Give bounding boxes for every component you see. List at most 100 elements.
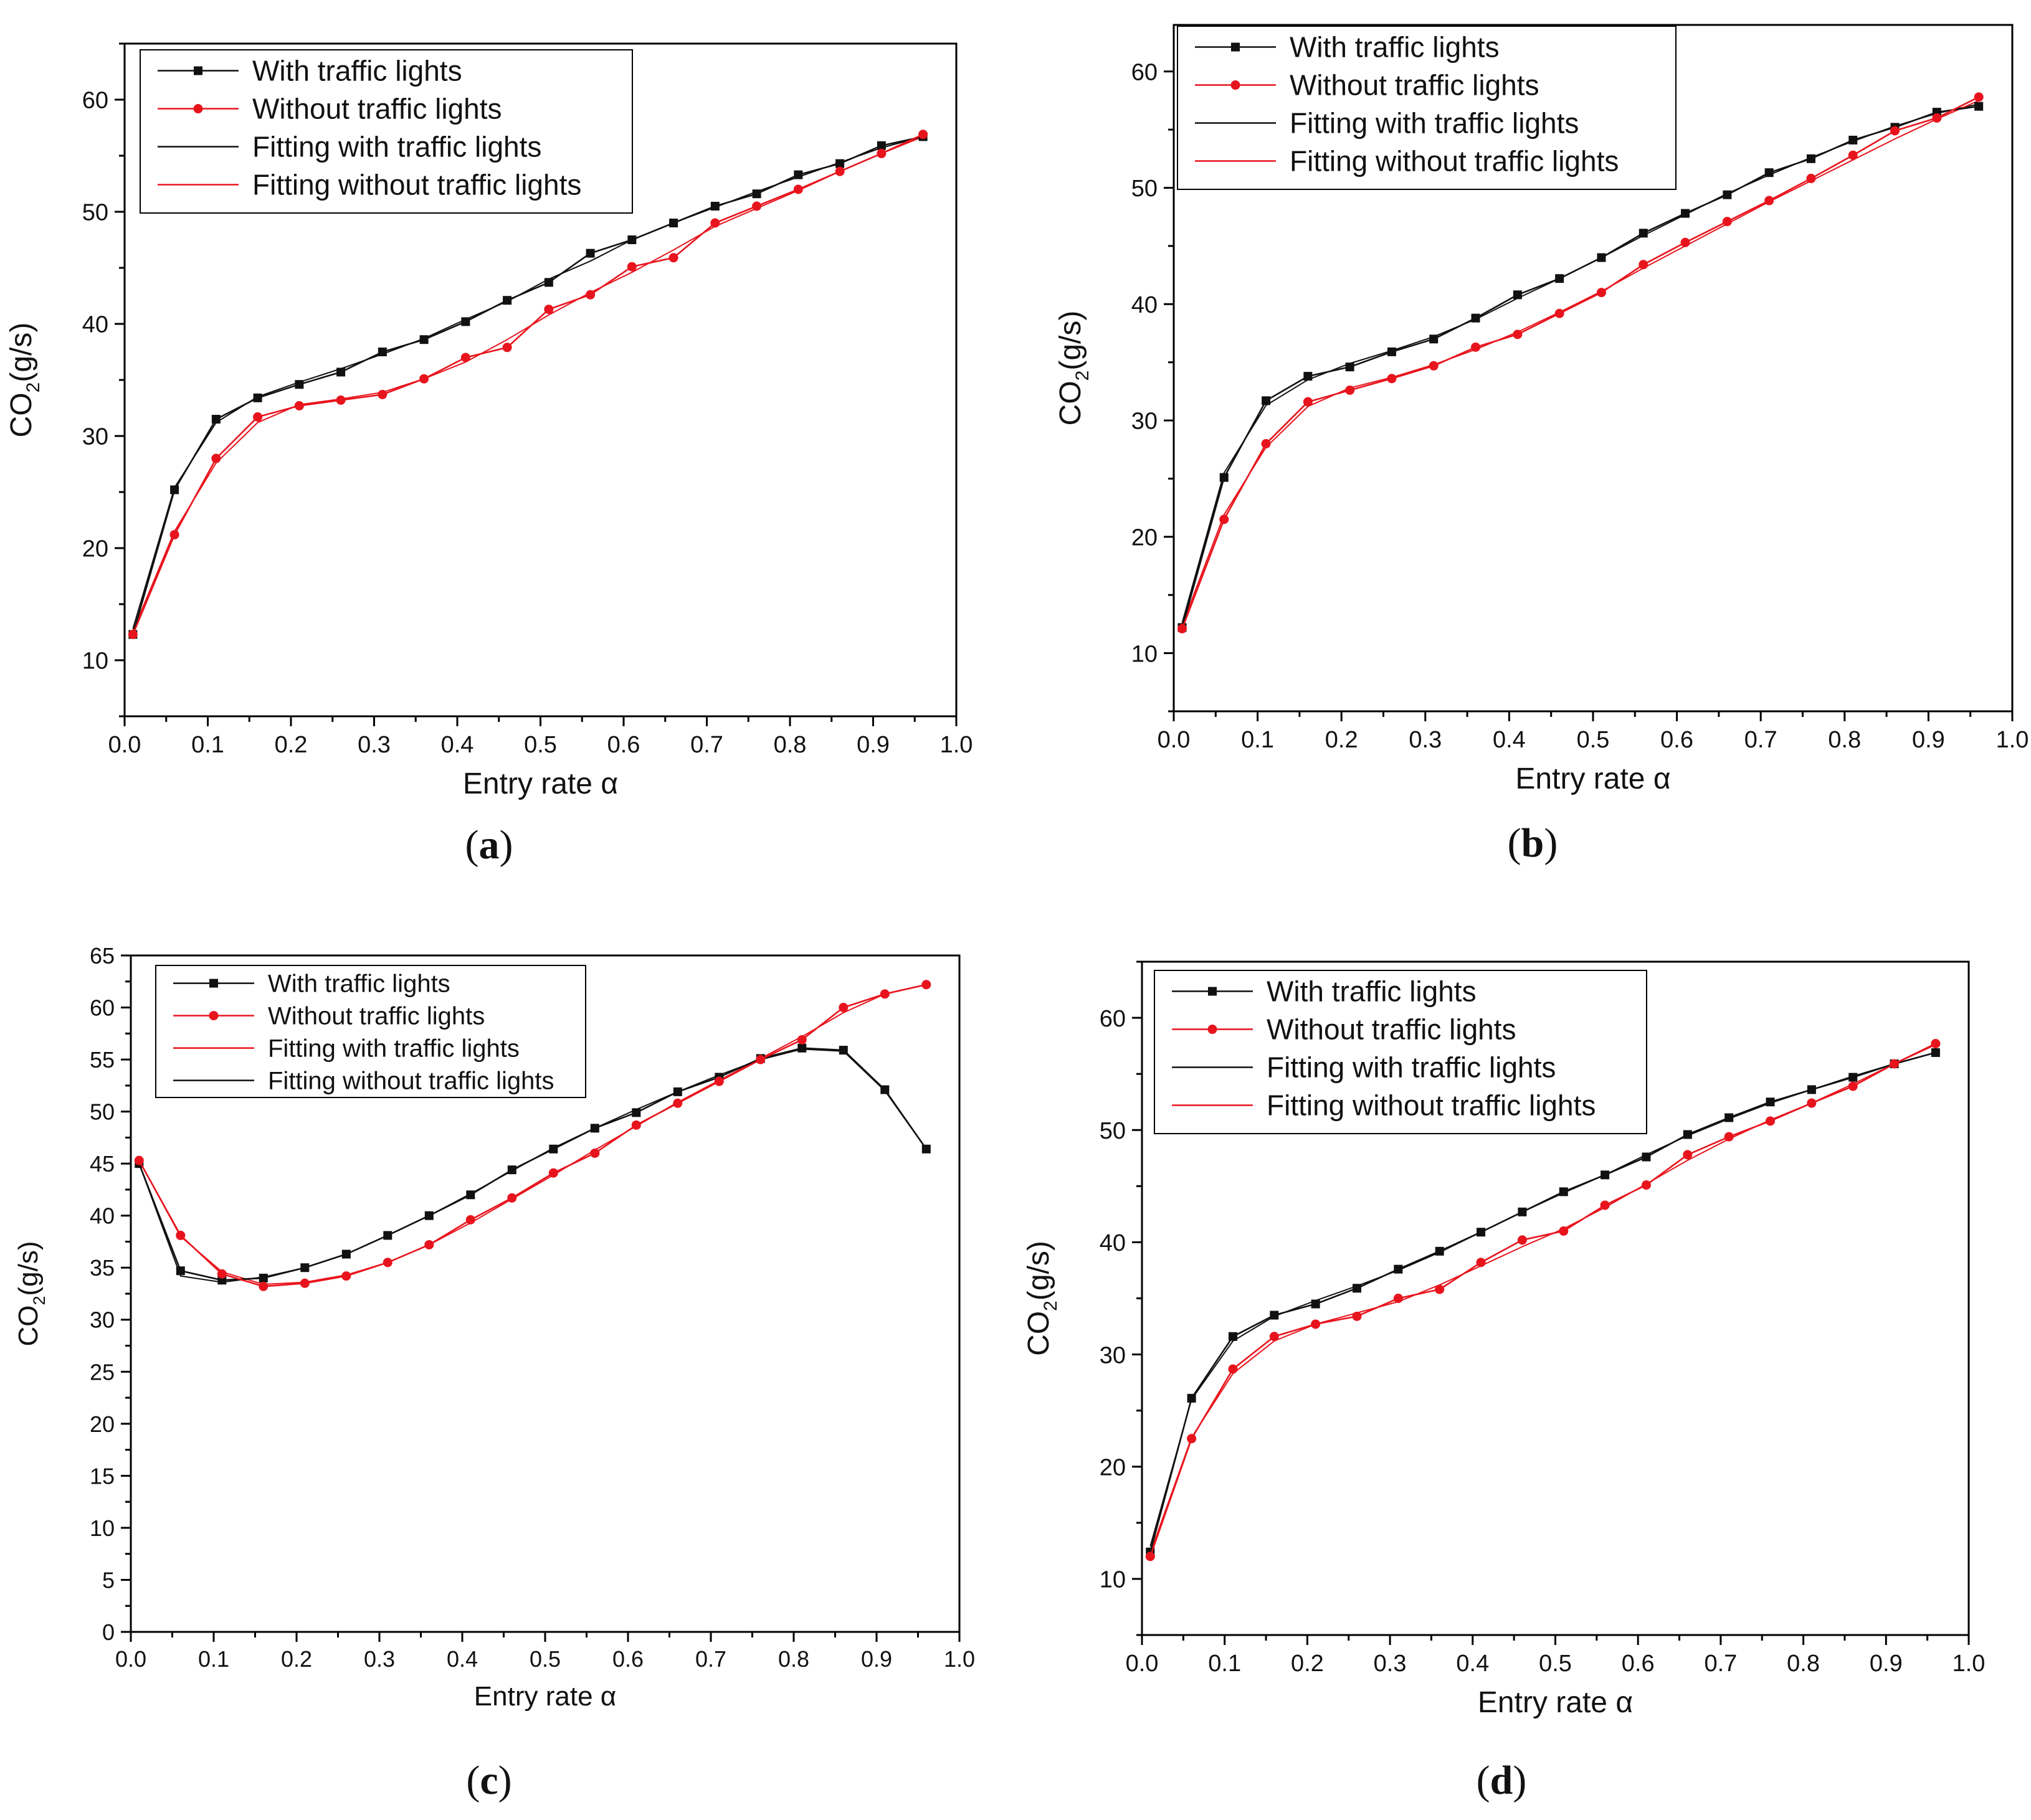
data-point-square	[1597, 253, 1606, 262]
panel-caption: (b)	[1508, 820, 1558, 866]
data-point-square	[419, 335, 429, 344]
data-point-circle	[544, 305, 554, 315]
data-point-circle	[1974, 92, 1984, 102]
data-point-circle	[1387, 374, 1397, 384]
data-point-square	[1228, 1332, 1237, 1341]
data-point-circle	[211, 453, 221, 463]
series-line	[138, 1047, 927, 1281]
data-point-square	[378, 348, 387, 356]
data-point-square	[176, 1266, 185, 1276]
data-point-circle	[300, 1278, 310, 1288]
data-point-circle	[259, 1281, 269, 1291]
data-point-circle	[1639, 260, 1648, 270]
y-axis-label-main: CO	[5, 392, 38, 437]
data-point-circle	[1600, 1200, 1610, 1210]
data-point-circle	[1890, 1059, 1900, 1069]
data-point-square	[211, 415, 221, 424]
chart-panel-d: 0.0 0.1 0.2 0.3 0.4 0.5 0.6 0.7 0.8 0.9 1.0 10 20 30 4…	[1022, 960, 1985, 1803]
y-tick-label: 30	[82, 424, 108, 450]
fit-line	[132, 136, 923, 632]
data-point-square	[1394, 1264, 1403, 1274]
legend-label: Without traffic lights	[252, 93, 502, 125]
x-tick-label: 0.3	[1374, 1651, 1407, 1677]
y-axis-label-main: CO	[13, 1306, 44, 1347]
panel-caption: (d)	[1477, 1758, 1527, 1803]
legend-label: Fitting without traffic lights	[252, 169, 581, 201]
x-tick-label: 0.9	[1912, 727, 1945, 753]
legend-box	[155, 965, 586, 1098]
data-point-square	[259, 1273, 268, 1282]
y-tick-label: 15	[90, 1463, 115, 1489]
data-point-circle	[1219, 514, 1229, 524]
data-point-circle	[1435, 1284, 1445, 1294]
y-tick-label: 50	[1100, 1118, 1126, 1144]
series-line	[1149, 1051, 1936, 1553]
x-tick-label: 0.8	[1787, 1651, 1820, 1677]
x-tick-label: 0.8	[778, 1646, 809, 1672]
data-point-square	[921, 1144, 931, 1154]
x-tick-label: 0.0	[115, 1646, 146, 1672]
y-axis-label-sub: 2	[23, 382, 44, 393]
y-axis-label-sub: 2	[1072, 371, 1093, 381]
data-point-square	[1639, 229, 1648, 238]
data-point-square	[1559, 1187, 1568, 1197]
x-tick-label: 0.8	[1828, 727, 1861, 753]
series-line	[1149, 1043, 1936, 1557]
y-tick-label: 50	[1131, 176, 1158, 202]
x-axis-label: Entry rate α	[1478, 1686, 1633, 1719]
data-point-circle	[169, 529, 179, 539]
panel-caption-close: )	[500, 822, 513, 868]
data-point-square	[752, 189, 761, 199]
y-tick-label: 35	[90, 1255, 115, 1281]
data-point-circle	[1228, 1364, 1238, 1374]
legend-swatch-circle	[209, 1011, 219, 1021]
y-axis-label: CO2(g/s)	[1054, 311, 1093, 426]
y-tick-label: 30	[1100, 1342, 1126, 1368]
legend-swatch-square	[1208, 987, 1217, 996]
data-point-square	[586, 249, 595, 258]
data-point-circle	[424, 1239, 434, 1249]
panel-caption-letter: a	[479, 822, 500, 868]
data-point-circle	[217, 1269, 227, 1279]
y-tick-label: 40	[1100, 1230, 1126, 1256]
data-point-square	[1219, 473, 1229, 482]
data-point-circle	[1807, 1098, 1817, 1108]
data-point-circle	[341, 1271, 351, 1281]
legend-label: Without traffic lights	[1290, 69, 1539, 102]
y-tick-label: 30	[1131, 409, 1158, 435]
y-tick-label: 65	[90, 943, 115, 969]
data-point-circle	[1931, 1039, 1941, 1049]
panel-caption: (c)	[466, 1758, 511, 1803]
panel-caption-open: (	[1508, 820, 1521, 866]
data-point-circle	[1848, 1081, 1858, 1091]
data-point-circle	[134, 1155, 144, 1165]
data-point-square	[839, 1046, 848, 1055]
data-point-circle	[756, 1055, 766, 1064]
y-tick-label: 60	[90, 995, 115, 1020]
panel-caption-close: )	[1513, 1758, 1526, 1803]
y-tick-label: 55	[90, 1047, 115, 1073]
x-tick-label: 0.1	[1208, 1651, 1241, 1677]
x-tick-label: 0.6	[607, 732, 640, 758]
y-tick-label: 60	[1100, 1006, 1126, 1032]
data-point-circle	[1352, 1311, 1362, 1321]
data-point-circle	[176, 1230, 186, 1240]
data-point-square	[1807, 1085, 1816, 1094]
data-point-square	[1187, 1393, 1196, 1403]
y-tick-label: 5	[102, 1567, 115, 1593]
data-point-square	[669, 219, 678, 227]
legend-box	[140, 49, 633, 214]
panel-caption: (a)	[465, 822, 513, 868]
y-tick-label: 50	[82, 200, 108, 226]
legend-label: Without traffic lights	[1267, 1013, 1516, 1046]
x-tick-label: 0.1	[1241, 727, 1274, 753]
data-point-square	[1601, 1170, 1610, 1180]
y-tick-label: 0	[102, 1619, 115, 1645]
data-point-square	[1723, 190, 1732, 199]
data-point-circle	[1680, 237, 1690, 247]
data-point-square	[710, 202, 720, 211]
data-point-circle	[710, 218, 720, 228]
data-point-circle	[1806, 174, 1816, 184]
x-tick-label: 0.3	[364, 1646, 395, 1672]
data-point-circle	[1471, 342, 1481, 352]
